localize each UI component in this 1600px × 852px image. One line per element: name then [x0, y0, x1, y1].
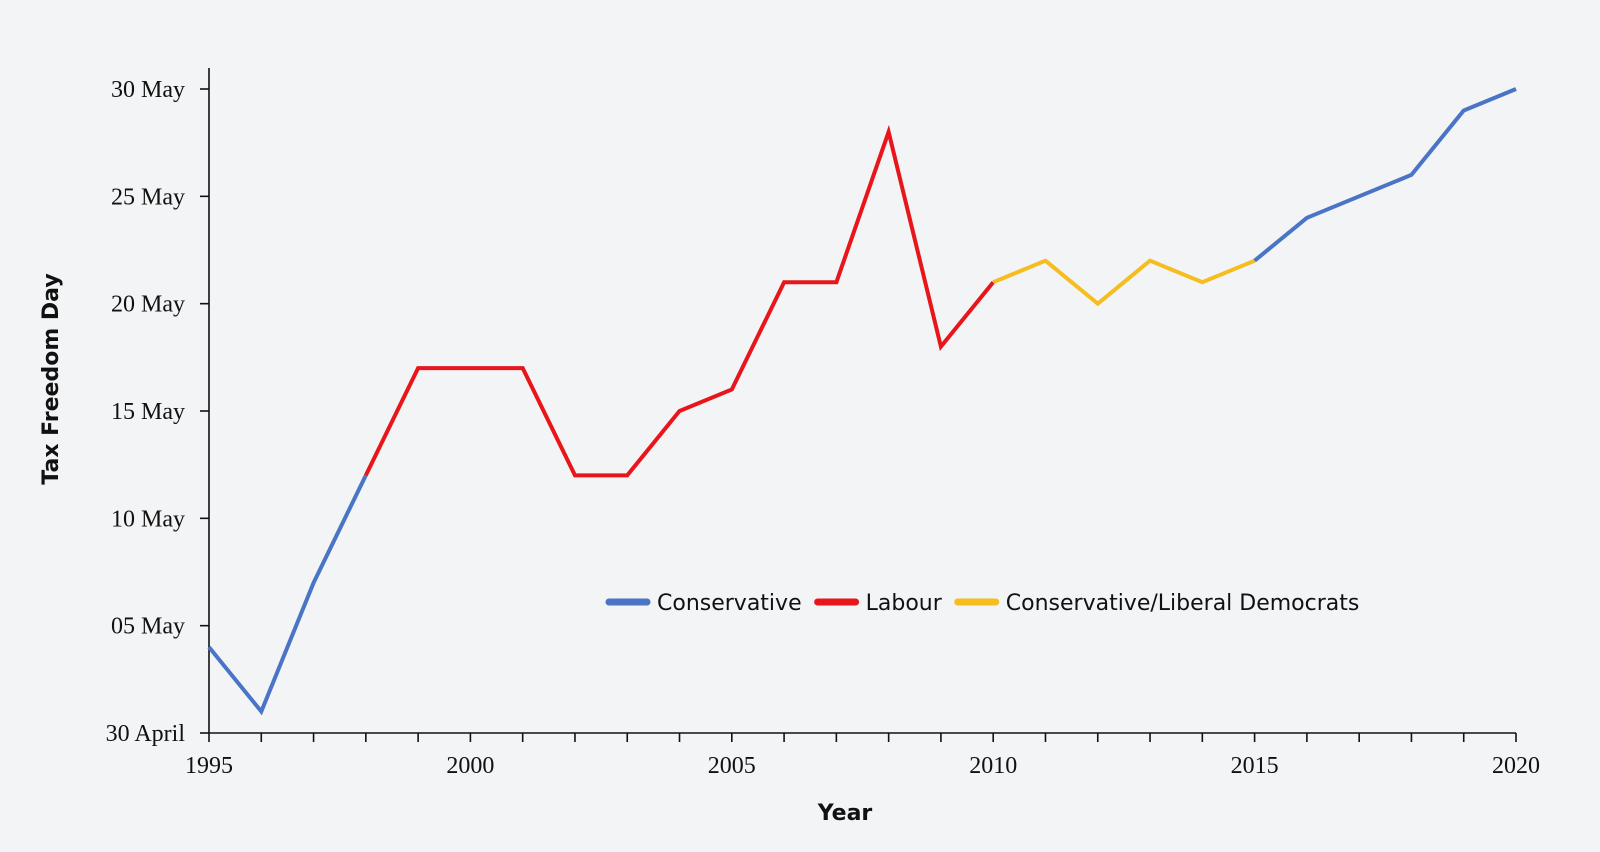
legend-label: Conservative/Liberal Democrats: [1006, 591, 1360, 616]
y-axis-title: Tax Freedom Day: [39, 273, 64, 484]
series-line-conservative-liberal-democrats: [992, 258, 1256, 307]
x-tick-label: 1995: [185, 753, 233, 779]
x-tick-label: 2000: [446, 753, 494, 779]
x-axis: 1995 2000 2005 2010 2015 2020: [185, 732, 1540, 779]
series-lines: [207, 87, 1517, 716]
y-tick-label: 30 April: [106, 721, 186, 747]
x-tick-label: 2015: [1231, 753, 1279, 779]
y-axis: 30 April 05 May 10 May 15 May 20 May 25 May 30…: [106, 68, 210, 747]
x-tick-label: 2010: [969, 753, 1017, 779]
y-tick-label: 30 May: [111, 77, 185, 103]
legend: Conservative Labour Conservative/Liberal D…: [605, 591, 1360, 616]
y-tick-label: 05 May: [111, 614, 185, 640]
x-axis-title: Year: [817, 801, 873, 826]
legend-label: Conservative: [657, 591, 802, 616]
y-tick-label: 15 May: [111, 399, 185, 425]
y-tick-label: 20 May: [111, 292, 185, 318]
series-line-conservative: [1253, 87, 1517, 263]
x-tick-label: 2020: [1492, 753, 1540, 779]
legend-label: Labour: [866, 591, 943, 616]
x-tick-label: 2005: [708, 753, 756, 779]
series-line-conservative: [207, 474, 368, 716]
series-line-labour: [364, 124, 995, 478]
y-tick-label: 25 May: [111, 184, 185, 210]
y-tick-label: 10 May: [111, 506, 185, 532]
